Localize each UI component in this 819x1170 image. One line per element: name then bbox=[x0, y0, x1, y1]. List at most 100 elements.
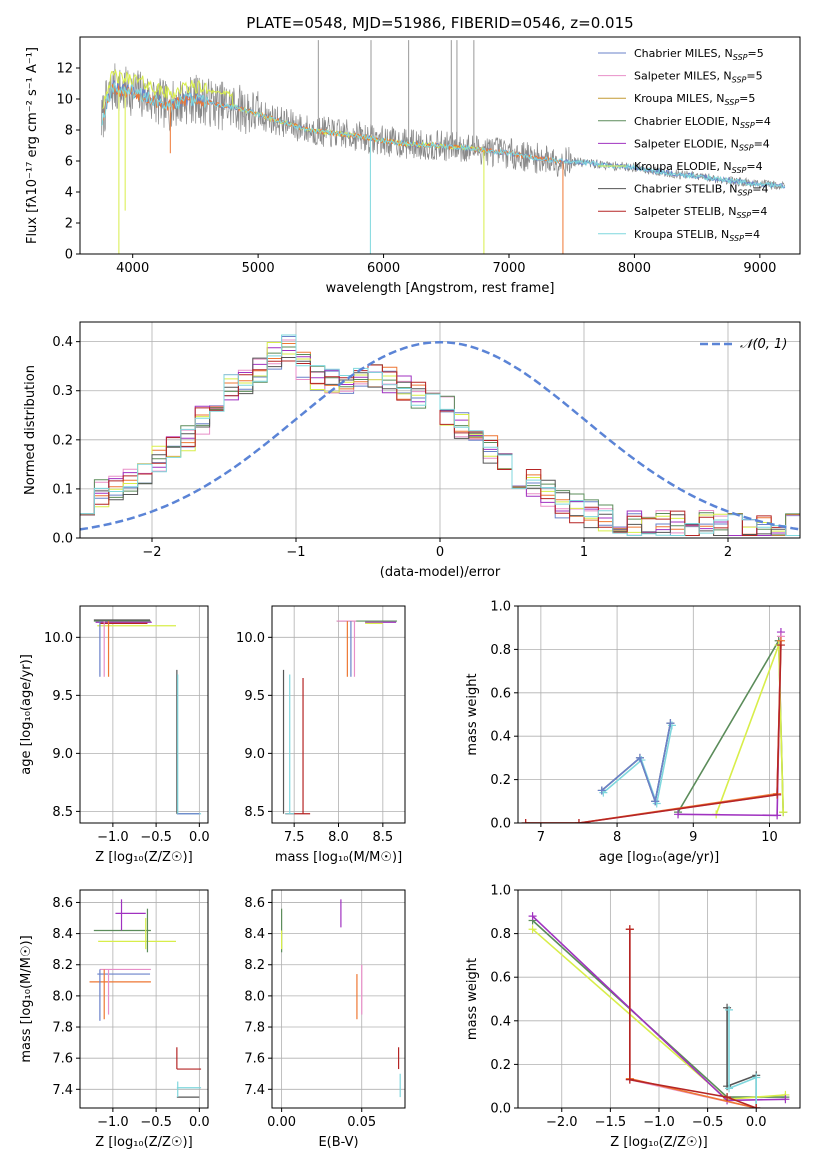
weight-point-marker bbox=[776, 641, 785, 650]
legend-eq: = bbox=[747, 47, 756, 60]
x-tick-label: 9000 bbox=[743, 261, 776, 276]
legend-entry: Kroupa MILES, NSSP=5 bbox=[634, 92, 755, 107]
x-tick-label: −1.5 bbox=[595, 1115, 627, 1130]
legend-entry: Chabrier STELIB, NSSP=4 bbox=[634, 183, 768, 198]
y-tick-label: 10.0 bbox=[236, 631, 265, 646]
legend-subscript: SSP bbox=[740, 121, 755, 130]
plot-frame bbox=[79, 605, 209, 824]
y-tick-label: 0.1 bbox=[52, 482, 73, 497]
y-tick-label: 0 bbox=[65, 248, 73, 263]
legend-entry: Kroupa STELIB, NSSP=4 bbox=[634, 228, 760, 243]
x-tick-label: 8000 bbox=[618, 261, 651, 276]
y-tick-label: 0.0 bbox=[490, 817, 511, 832]
x-tick-label: 10 bbox=[761, 830, 778, 845]
model-spectrum-line bbox=[100, 82, 786, 189]
y-tick-label: 8.4 bbox=[52, 927, 73, 942]
legend-name: Kroupa STELIB bbox=[634, 228, 714, 241]
legend-name: Kroupa MILES bbox=[634, 92, 709, 105]
y-tick-label: 7.6 bbox=[52, 1052, 73, 1067]
y-tick-label: 9.5 bbox=[52, 689, 73, 704]
weight-point-marker bbox=[779, 808, 788, 817]
plot-frame bbox=[79, 889, 209, 1109]
weight-point-marker bbox=[752, 1104, 761, 1108]
x-tick-label: −1.0 bbox=[97, 1115, 129, 1130]
weight-series-line bbox=[525, 645, 782, 823]
weight-series-line bbox=[677, 637, 784, 813]
legend-subscript: SSP bbox=[729, 234, 744, 243]
y-tick-label: 2 bbox=[65, 217, 73, 232]
y-tick-label: 8.0 bbox=[52, 989, 73, 1004]
chart-mass-vs-ebv: 0.00 0.05 7.4 7.6 7.8 8.0 8.2 8.4 8.6 E(B-V) bbox=[244, 889, 406, 1150]
legend-entry: Salpeter MILES, NSSP=5 bbox=[634, 70, 763, 85]
legend-eq: = bbox=[751, 205, 760, 218]
y-tick-label: 8.2 bbox=[52, 958, 73, 973]
weight-point-marker bbox=[625, 925, 634, 934]
y-axis-label: mass weight bbox=[465, 673, 480, 755]
plot-frame bbox=[79, 36, 801, 255]
y-tick-label: 0.0 bbox=[52, 532, 73, 547]
legend-name: Kroupa ELODIE bbox=[634, 160, 716, 173]
legend-subscript: SSP bbox=[733, 53, 748, 62]
x-tick-label: 8 bbox=[613, 830, 621, 845]
x-tick-label: 9 bbox=[689, 830, 697, 845]
y-tick-label: 9.0 bbox=[52, 747, 73, 762]
legend-eq: = bbox=[754, 137, 763, 150]
marks-group bbox=[282, 620, 398, 815]
legend-eq: = bbox=[746, 70, 755, 83]
legend-subscript: SSP bbox=[732, 166, 747, 175]
x-tick-label: 0.00 bbox=[267, 1115, 296, 1130]
chart-weight-vs-age: 7 8 9 10 0.0 0.2 0.4 0.6 0.8 1.0 age [log₁₀(age/yr… bbox=[465, 600, 801, 865]
legend-sep: , N bbox=[725, 115, 740, 128]
weight-point-marker bbox=[752, 1073, 761, 1082]
y-tick-label: 8.5 bbox=[244, 805, 265, 820]
y-tick-label: 0.2 bbox=[490, 773, 511, 788]
weight-point-marker bbox=[781, 1095, 790, 1104]
y-tick-label: 1.0 bbox=[490, 600, 511, 615]
x-tick-label: −1.0 bbox=[97, 830, 129, 845]
marks-group bbox=[93, 619, 202, 815]
x-tick-label: 6000 bbox=[367, 261, 400, 276]
histogram-step bbox=[80, 334, 800, 536]
legend-nssp: 4 bbox=[753, 228, 760, 241]
legend-subscript: SSP bbox=[739, 143, 754, 152]
marks-group bbox=[89, 899, 202, 1098]
y-axis-label: Flux [fλ10⁻¹⁷ erg cm⁻² s⁻¹ A⁻¹] bbox=[25, 47, 40, 244]
legend-entry: Salpeter STELIB, NSSP=4 bbox=[634, 205, 767, 220]
legend-sep: , N bbox=[722, 183, 737, 196]
weight-point-marker bbox=[674, 810, 683, 819]
x-tick-label: 8.5 bbox=[372, 830, 393, 845]
weight-series-line bbox=[628, 929, 757, 1108]
legend-eq: = bbox=[744, 228, 753, 241]
x-axis-label: E(B-V) bbox=[318, 1135, 358, 1150]
weight-point-marker bbox=[666, 719, 675, 728]
legend-gauss-label: 𝒩(0, 1) bbox=[740, 337, 787, 352]
x-tick-label: −0.5 bbox=[692, 1115, 724, 1130]
model-spectrum-line bbox=[102, 84, 562, 164]
chart-spectrum: 4000 5000 6000 7000 8000 9000 0 2 4 6 8 10 12 wavelen… bbox=[25, 14, 801, 296]
y-tick-label: 12 bbox=[56, 62, 73, 77]
legend-name: Chabrier ELODIE bbox=[634, 115, 725, 128]
y-tick-label: 7.4 bbox=[52, 1083, 73, 1098]
histogram-group bbox=[80, 334, 800, 536]
plot-frame bbox=[517, 605, 801, 824]
legend: Chabrier MILES, NSSP=5 Salpeter MILES, NS… bbox=[598, 47, 771, 243]
y-tick-label: 0.2 bbox=[52, 433, 73, 448]
y-tick-label: 0.0 bbox=[490, 1102, 511, 1117]
x-tick-label: 7.5 bbox=[284, 830, 305, 845]
y-tick-label: 0.4 bbox=[490, 1014, 511, 1029]
y-tick-label: 0.6 bbox=[490, 686, 511, 701]
y-tick-label: 0.4 bbox=[52, 335, 73, 350]
legend-nssp: 4 bbox=[763, 137, 770, 150]
x-tick-label: 0.0 bbox=[746, 1115, 767, 1130]
weight-point-marker bbox=[723, 1003, 732, 1012]
x-tick-label: 0.0 bbox=[189, 1115, 210, 1130]
y-tick-label: 9.5 bbox=[244, 689, 265, 704]
x-tick-label: 5000 bbox=[242, 261, 275, 276]
legend-entry: Chabrier MILES, NSSP=5 bbox=[634, 47, 764, 62]
y-tick-label: 7.8 bbox=[52, 1021, 73, 1036]
legend-eq: = bbox=[752, 183, 761, 196]
x-axis-label: (data-model)/error bbox=[380, 565, 501, 580]
legend-name: Chabrier STELIB bbox=[634, 183, 722, 196]
x-tick-label: 7000 bbox=[492, 261, 525, 276]
